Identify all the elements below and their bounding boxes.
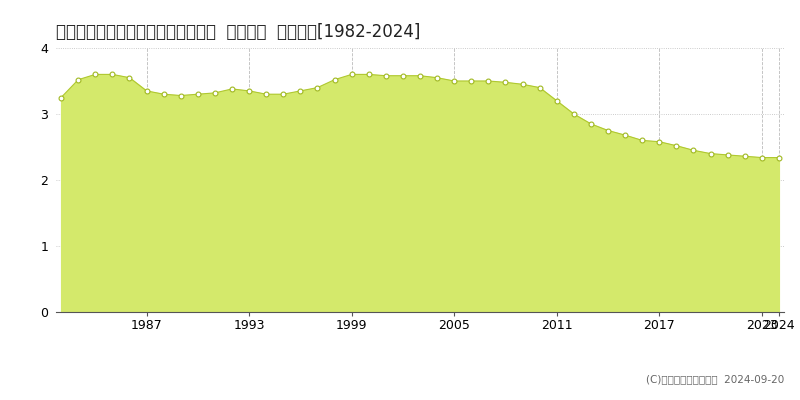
Text: (C)土地価格ドットコム  2024-09-20: (C)土地価格ドットコム 2024-09-20	[646, 374, 784, 384]
Text: 北海道紋別市落石町２丁目７番５１  公示地価  地価推移[1982-2024]: 北海道紋別市落石町２丁目７番５１ 公示地価 地価推移[1982-2024]	[56, 23, 420, 41]
